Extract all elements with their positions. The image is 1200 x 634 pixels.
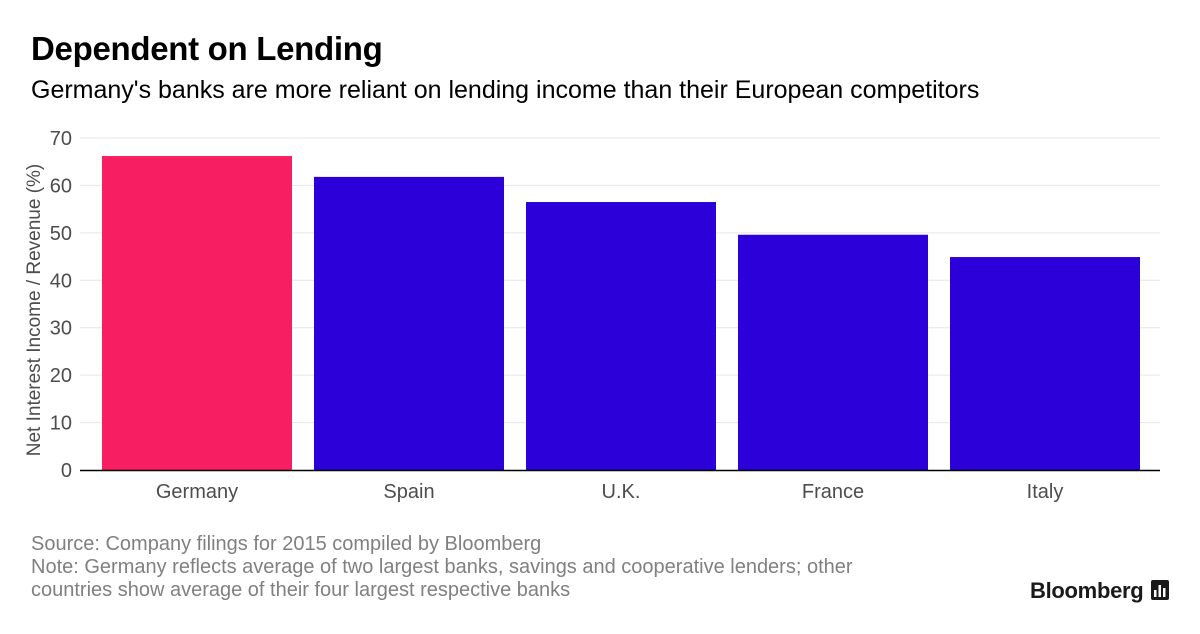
bar-france: [738, 234, 928, 470]
note-line-1: Note: Germany reflects average of two la…: [31, 556, 853, 578]
bar-italy: [950, 257, 1140, 470]
y-tick-label: 40: [50, 270, 72, 292]
x-axis-labels: Germany Spain U.K. France Italy: [156, 481, 1063, 503]
x-tick-label: Germany: [156, 481, 238, 503]
chart-title: Dependent on Lending: [31, 30, 383, 67]
bar-germany: [102, 156, 292, 470]
y-tick-label: 60: [50, 175, 72, 197]
x-tick-label: Spain: [383, 481, 434, 503]
y-tick-label: 20: [50, 365, 72, 387]
y-tick-label: 70: [50, 128, 72, 150]
chart-footer: Source: Company filings for 2015 compile…: [31, 533, 853, 602]
bloomberg-logo: Bloomberg: [1030, 578, 1144, 603]
y-tick-label: 50: [50, 223, 72, 245]
x-tick-label: U.K.: [602, 481, 641, 503]
y-tick-label: 10: [50, 413, 72, 435]
bars: [102, 156, 1140, 471]
bar-chart-icon: [1151, 580, 1169, 600]
y-tick-label: 0: [61, 460, 72, 482]
bar-spain: [314, 176, 504, 471]
x-tick-label: France: [802, 481, 864, 503]
y-tick-label: 30: [50, 318, 72, 340]
note-line-2: countries show average of their four lar…: [31, 579, 571, 601]
y-axis-ticks: 0 10 20 30 40 50 60 70: [50, 128, 72, 482]
chart-subtitle: Germany's banks are more reliant on lend…: [31, 76, 980, 104]
x-tick-label: Italy: [1027, 481, 1064, 503]
bar-uk: [526, 202, 716, 470]
source-note: Source: Company filings for 2015 compile…: [31, 533, 542, 555]
y-axis-label: Net Interest Income / Revenue (%): [24, 164, 45, 457]
bar-chart: 0 10 20 30 40 50 60 70 Germany Spain U.K. France It…: [24, 128, 1160, 503]
